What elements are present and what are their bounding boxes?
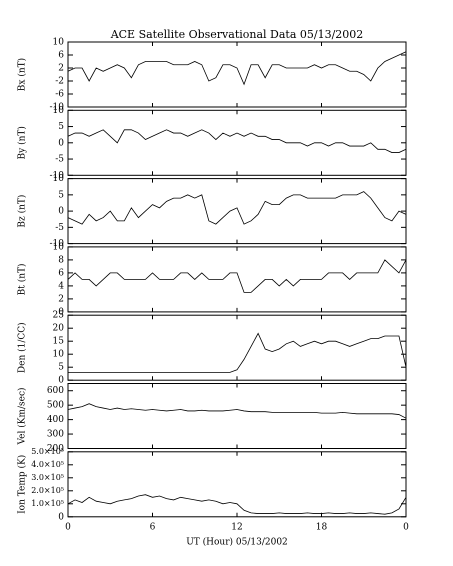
y-axis-label: By (nT) <box>17 126 28 159</box>
y-tick-label: 6 <box>58 51 64 61</box>
data-line <box>67 259 407 293</box>
panel-frame <box>67 41 407 108</box>
panel-frame <box>67 314 407 381</box>
y-axis-label: Ion Temp (K) <box>17 455 28 514</box>
y-tick-label: 400 <box>47 415 64 425</box>
y-tick-label: 20 <box>53 324 65 334</box>
y-tick-label: 5 <box>58 363 64 373</box>
y-tick-label: 10 <box>53 174 65 184</box>
y-tick-label: 0 <box>58 376 64 386</box>
y-tick-label: 2 <box>58 64 64 74</box>
data-line <box>67 129 407 153</box>
y-tick-label: 4.0×10⁵ <box>31 460 64 469</box>
y-tick-label: 0 <box>58 307 64 317</box>
y-tick-label: 6 <box>58 268 64 278</box>
y-tick-label: -5 <box>55 155 64 165</box>
y-tick-label: 10 <box>53 38 65 48</box>
y-tick-label: 0 <box>58 207 64 217</box>
y-tick-label: 10 <box>53 242 65 252</box>
y-tick-label: 10 <box>53 350 65 360</box>
y-tick-label: 8 <box>58 255 64 265</box>
x-tick-label: 12 <box>231 522 242 532</box>
panel-frame <box>67 178 407 245</box>
y-tick-label: 300 <box>47 430 64 440</box>
panel-frame <box>67 383 407 449</box>
panel-frame <box>67 451 407 518</box>
y-tick-label: 5 <box>58 122 64 132</box>
y-tick-label: 0 <box>58 138 64 148</box>
y-tick-label: 0 <box>58 512 64 522</box>
panel-frame <box>67 246 407 313</box>
y-tick-label: 1.0×10⁵ <box>31 499 64 508</box>
y-tick-label: 3.0×10⁵ <box>31 473 64 482</box>
y-axis-label: Bz (nT) <box>17 195 28 228</box>
y-tick-label: 25 <box>53 311 65 321</box>
y-tick-label: 10 <box>53 106 65 116</box>
y-tick-label: 2 <box>58 294 64 304</box>
data-line <box>67 191 407 225</box>
y-tick-label: -10 <box>50 103 65 113</box>
data-line <box>67 494 407 515</box>
y-axis-label: Bt (nT) <box>17 263 28 295</box>
x-tick-label: 0 <box>65 522 71 532</box>
chart-title: ACE Satellite Observational Data 05/13/2… <box>110 28 364 41</box>
x-axis-label: UT (Hour) 05/13/2002 <box>186 537 288 548</box>
y-tick-label: -2 <box>55 77 64 87</box>
y-tick-label: 200 <box>47 444 64 454</box>
y-axis-label: Den (1/CC) <box>17 322 28 373</box>
x-tick-label: 0 <box>403 522 409 532</box>
y-tick-label: 15 <box>53 337 65 347</box>
x-tick-label: 6 <box>150 522 156 532</box>
y-tick-label: 600 <box>47 386 64 396</box>
data-line <box>68 332 407 373</box>
data-line <box>67 51 407 86</box>
panel-frame <box>67 109 407 176</box>
y-axis-label: Bx (nT) <box>17 58 28 91</box>
y-tick-label: -5 <box>55 223 64 233</box>
y-tick-label: 500 <box>47 401 64 411</box>
y-tick-label: 2.0×10⁵ <box>31 486 64 495</box>
y-tick-label: 5.0×10⁵ <box>31 447 64 456</box>
y-tick-label: -6 <box>55 90 64 100</box>
data-line <box>67 403 407 419</box>
y-tick-label: 4 <box>58 281 64 291</box>
y-axis-label: Vel (Km/sec) <box>17 387 28 445</box>
x-tick-label: 18 <box>316 522 328 532</box>
y-tick-label: -10 <box>50 239 65 249</box>
y-tick-label: -10 <box>50 171 65 181</box>
y-tick-label: 5 <box>58 190 64 200</box>
